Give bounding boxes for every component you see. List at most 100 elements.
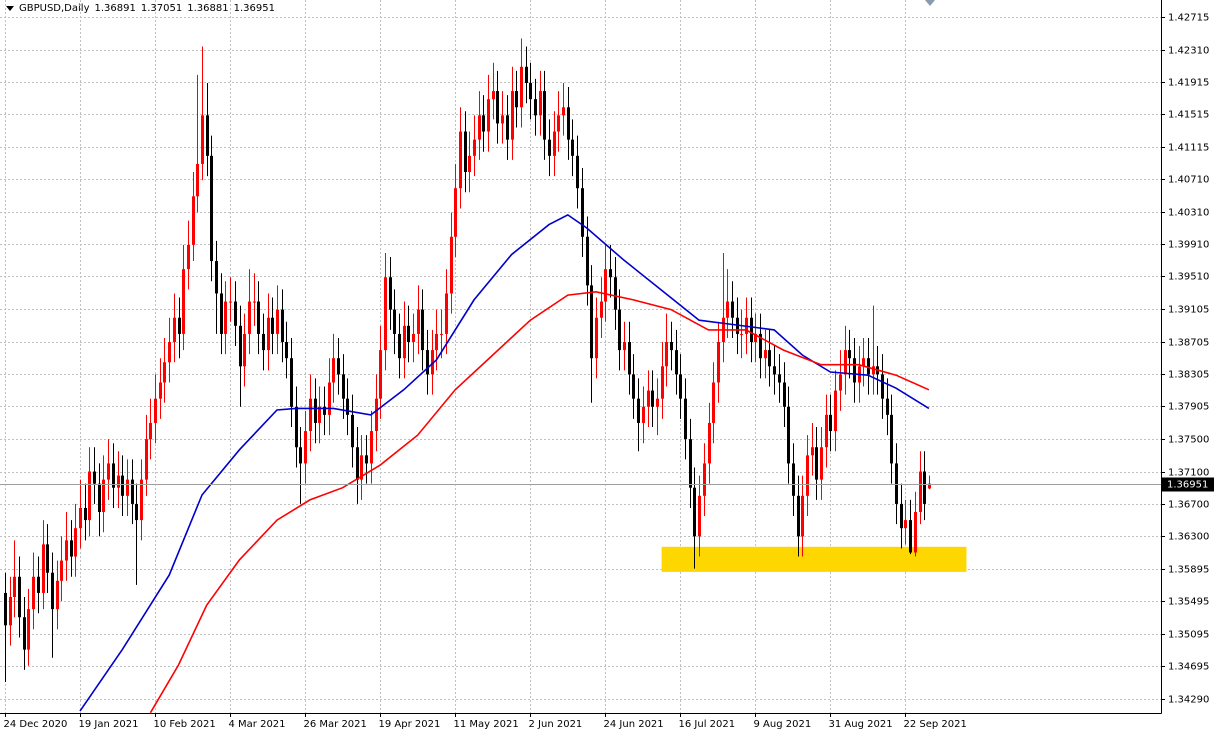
candle-body xyxy=(708,422,711,464)
candle-body xyxy=(375,398,378,432)
candle-body xyxy=(126,479,129,496)
candle-body xyxy=(628,342,631,375)
y-tick-label: 1.41515 xyxy=(1168,110,1209,121)
candle-body xyxy=(56,580,59,610)
candle-body xyxy=(848,350,851,359)
chart-header: GBPUSD,Daily 1.36891 1.37051 1.36881 1.3… xyxy=(6,3,275,14)
y-tick-label: 1.38305 xyxy=(1168,370,1209,381)
candle-body xyxy=(295,406,298,448)
candle-body xyxy=(895,463,898,504)
candle-body xyxy=(773,366,776,375)
x-tick-label: 4 Mar 2021 xyxy=(229,719,286,730)
candle-body xyxy=(703,463,706,496)
candle-body xyxy=(407,325,410,343)
current-price-box xyxy=(1162,477,1214,492)
candle-body xyxy=(281,309,284,343)
candle-body xyxy=(389,277,392,310)
candle-body xyxy=(567,107,570,140)
candle-body xyxy=(79,507,82,529)
candle-body xyxy=(604,269,607,302)
candle-body xyxy=(346,398,349,415)
candle-body xyxy=(450,236,453,294)
candle-body xyxy=(862,358,865,367)
candle-body xyxy=(93,471,96,484)
candle-body xyxy=(4,592,7,626)
candle-body xyxy=(314,398,317,423)
candle-body xyxy=(515,91,518,108)
y-tick-label: 1.38705 xyxy=(1168,338,1209,349)
y-tick-label: 1.36300 xyxy=(1168,532,1209,543)
candle-body xyxy=(304,431,307,464)
menu-triangle xyxy=(6,6,14,11)
candle-body xyxy=(543,91,546,140)
candle-body xyxy=(764,350,767,359)
candle-body xyxy=(421,309,424,351)
candle-body xyxy=(187,244,190,270)
candle-body xyxy=(60,560,63,581)
candle-body xyxy=(768,350,771,367)
y-tick-label: 1.40710 xyxy=(1168,175,1209,186)
candle-body xyxy=(328,382,331,415)
candle-body xyxy=(661,366,664,399)
last-low: 1.36881 xyxy=(187,3,229,14)
candle-body xyxy=(571,139,574,156)
candle-body xyxy=(239,325,242,367)
candle-body xyxy=(435,333,438,351)
candle-body xyxy=(914,512,917,553)
last-high: 1.37051 xyxy=(140,3,183,14)
candle-body xyxy=(815,447,818,480)
x-tick-label: 16 Jul 2021 xyxy=(679,719,736,730)
last-close: 1.36951 xyxy=(233,3,275,14)
candle-body xyxy=(679,374,682,399)
candle-body xyxy=(665,342,668,367)
support-zone xyxy=(661,546,967,572)
candle-body xyxy=(342,374,345,399)
candle-body xyxy=(27,609,30,650)
candle-body xyxy=(74,528,77,557)
candle-body xyxy=(267,317,270,351)
last-open: 1.36891 xyxy=(94,3,136,14)
y-tick-label: 1.39105 xyxy=(1168,305,1209,316)
candle-body xyxy=(440,333,443,335)
candle-body xyxy=(23,617,26,650)
y-tick-label: 1.42715 xyxy=(1168,13,1209,24)
candle-body xyxy=(464,131,467,173)
candle-body xyxy=(792,463,795,496)
y-tick-label: 1.39510 xyxy=(1168,272,1209,283)
candle-body xyxy=(904,520,907,529)
candle-body xyxy=(65,540,68,561)
candle-body xyxy=(506,115,509,140)
candle-body xyxy=(248,301,251,334)
candle-body xyxy=(478,115,481,140)
candle-body xyxy=(473,139,476,156)
candle-body xyxy=(70,540,73,557)
candle-body xyxy=(356,447,359,480)
y-tick-label: 1.41915 xyxy=(1168,78,1209,89)
y-tick-label: 1.35495 xyxy=(1168,597,1209,608)
candle-body xyxy=(609,269,612,278)
candle-body xyxy=(844,350,847,375)
x-tick-label: 11 May 2021 xyxy=(454,719,519,730)
candle-body xyxy=(149,422,152,440)
candle-body xyxy=(37,576,40,593)
candle-body xyxy=(253,301,256,303)
y-tick-label: 1.36700 xyxy=(1168,500,1209,511)
candle-body xyxy=(417,309,420,334)
y-tick-label: 1.42310 xyxy=(1168,46,1209,57)
candle-body xyxy=(403,325,406,359)
candle-body xyxy=(801,495,804,537)
candle-body xyxy=(853,358,856,383)
candle-body xyxy=(562,107,565,116)
candle-body xyxy=(539,91,542,116)
y-tick-label: 1.34290 xyxy=(1168,695,1209,706)
candle-body xyxy=(586,236,589,286)
candle-body xyxy=(778,374,781,383)
candle-body xyxy=(726,301,729,318)
candle-body xyxy=(178,317,181,334)
x-tick-label: 24 Jun 2021 xyxy=(604,719,664,730)
candle-body xyxy=(529,82,532,100)
candle-body xyxy=(243,333,246,367)
candle-body xyxy=(482,115,485,132)
candle-body xyxy=(384,277,387,351)
y-tick-label: 1.37100 xyxy=(1168,468,1209,479)
